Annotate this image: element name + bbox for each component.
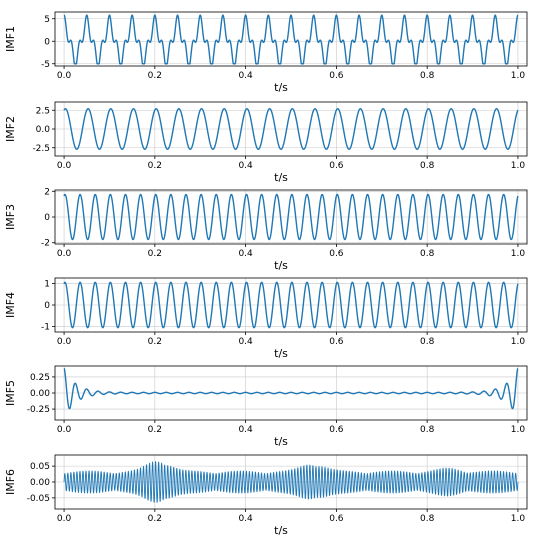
- x-tick-label: 0.4: [238, 161, 253, 171]
- y-axis-label: IMF5: [4, 380, 17, 406]
- y-tick-label: -0.25: [27, 405, 50, 415]
- x-axis-label: t/s: [274, 81, 288, 94]
- x-tick-label: 0.6: [329, 337, 344, 347]
- y-axis-label: IMF6: [4, 469, 17, 495]
- x-tick-label: 0.8: [420, 425, 435, 435]
- x-tick-label: 0.0: [57, 425, 72, 435]
- y-tick-label: 5: [44, 15, 50, 25]
- x-tick-label: 0.8: [420, 161, 435, 171]
- x-tick-label: 0.4: [238, 425, 253, 435]
- x-tick-label: 0.0: [57, 71, 72, 81]
- imf-panel-1: 0.0 0.2 0.4 0.6 0.8 1.0 -5 0 5 t/s IMF1: [4, 11, 528, 94]
- y-tick-label: 0: [44, 37, 50, 47]
- y-tick-label: 2.5: [36, 106, 50, 116]
- x-tick-label: 0.8: [420, 249, 435, 259]
- x-tick-label: 0.8: [420, 514, 435, 524]
- y-tick-label: 0.00: [30, 389, 50, 399]
- x-tick-label: 0.4: [238, 514, 253, 524]
- imf-series-line: [63, 14, 519, 65]
- y-tick-label: 0.05: [30, 462, 50, 472]
- imf-series-line: [63, 367, 519, 410]
- y-tick-label: 0: [44, 213, 50, 223]
- imf-panel-4: 0.0 0.2 0.4 0.6 0.8 1.0 -1 0 1 t/s IMF4: [4, 277, 528, 360]
- x-tick-label: 0.0: [57, 514, 72, 524]
- x-tick-label: 0.6: [329, 514, 344, 524]
- y-tick-label: -2: [41, 239, 50, 249]
- x-tick-label: 0.6: [329, 161, 344, 171]
- x-tick-label: 0.8: [420, 337, 435, 347]
- y-tick-label: -0.05: [27, 494, 50, 504]
- y-axis-label: IMF2: [4, 116, 17, 142]
- y-tick-label: 0.0: [36, 125, 51, 135]
- x-tick-label: 0.4: [238, 249, 253, 259]
- y-axis-label: IMF1: [4, 26, 17, 52]
- imf-series-line: [63, 193, 519, 241]
- y-tick-label: 0.00: [30, 478, 50, 488]
- imf-series-line: [63, 108, 519, 150]
- x-tick-label: 0.2: [148, 161, 162, 171]
- imf-panel-6: 0.0 0.2 0.4 0.6 0.8 1.0 -0.05 0.00 0.05 t/s IMF6: [4, 454, 528, 537]
- y-tick-label: -1: [41, 323, 50, 333]
- x-tick-label: 1.0: [511, 337, 526, 347]
- axes-frame: [54, 11, 528, 67]
- x-tick-label: 0.2: [148, 249, 162, 259]
- x-axis-label: t/s: [274, 435, 288, 448]
- x-tick-label: 1.0: [511, 161, 526, 171]
- x-tick-label: 0.2: [148, 514, 162, 524]
- y-tick-label: 2: [44, 187, 50, 197]
- x-tick-label: 0.2: [148, 425, 162, 435]
- x-axis-label: t/s: [274, 524, 288, 537]
- x-tick-label: 0.6: [329, 425, 344, 435]
- x-tick-label: 1.0: [511, 425, 526, 435]
- x-tick-label: 0.6: [329, 249, 344, 259]
- x-tick-label: 0.0: [57, 249, 72, 259]
- x-axis-label: t/s: [274, 171, 288, 184]
- y-tick-label: -5: [41, 60, 50, 70]
- x-tick-label: 1.0: [511, 514, 526, 524]
- x-tick-label: 0.8: [420, 71, 435, 81]
- imf-series-line: [63, 461, 519, 503]
- x-tick-label: 0.4: [238, 337, 253, 347]
- y-tick-label: 1: [44, 279, 50, 289]
- x-tick-label: 0.2: [148, 71, 162, 81]
- x-axis-label: t/s: [274, 347, 288, 360]
- imf-panel-5: 0.0 0.2 0.4 0.6 0.8 1.0 -0.25 0.00 0.25 t/s IMF5: [4, 365, 528, 448]
- y-tick-label: 0: [44, 301, 50, 311]
- x-tick-label: 1.0: [511, 71, 526, 81]
- y-tick-label: -2.5: [32, 144, 50, 154]
- x-tick-label: 0.4: [238, 71, 253, 81]
- x-tick-label: 1.0: [511, 249, 526, 259]
- imf-panel-3: 0.0 0.2 0.4 0.6 0.8 1.0 -2 0 2 t/s IMF3: [4, 187, 528, 272]
- imf-series-line: [63, 281, 519, 329]
- x-tick-label: 0.2: [148, 337, 162, 347]
- y-tick-label: 0.25: [30, 373, 50, 383]
- x-tick-label: 0.0: [57, 337, 72, 347]
- x-tick-label: 0.0: [57, 161, 72, 171]
- y-axis-label: IMF4: [4, 292, 17, 318]
- x-axis-label: t/s: [274, 259, 288, 272]
- imf-panel-2: 0.0 0.2 0.4 0.6 0.8 1.0 -2.5 0.0 2.5 t/s IMF2: [4, 101, 528, 184]
- y-axis-label: IMF3: [4, 204, 17, 230]
- x-tick-label: 0.6: [329, 71, 344, 81]
